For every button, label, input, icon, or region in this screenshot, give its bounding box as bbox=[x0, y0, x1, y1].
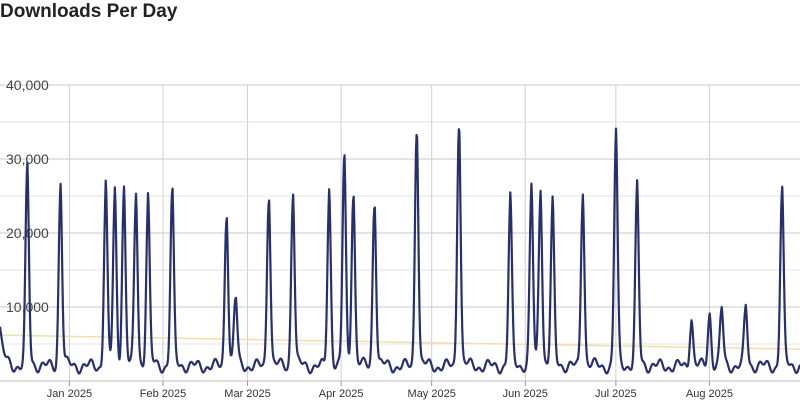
x-tick-label: Jan 2025 bbox=[47, 388, 92, 400]
x-tick-label: Apr 2025 bbox=[319, 388, 364, 400]
x-tick-label: Mar 2025 bbox=[224, 388, 270, 400]
x-tick-label: May 2025 bbox=[408, 388, 456, 400]
x-tick-label: Feb 2025 bbox=[140, 388, 186, 400]
x-tick-label: Jun 2025 bbox=[503, 388, 548, 400]
y-tick-label: 30,000 bbox=[6, 151, 49, 167]
y-tick-label: 10,000 bbox=[6, 299, 49, 315]
x-tick-label: Jul 2025 bbox=[595, 388, 637, 400]
y-tick-label: 40,000 bbox=[6, 77, 49, 93]
downloads-series-line bbox=[0, 127, 800, 375]
horizontal-gridlines bbox=[0, 84, 800, 382]
x-tick-label: Aug 2025 bbox=[686, 388, 733, 400]
y-tick-label: 20,000 bbox=[6, 225, 49, 241]
x-tick-labels: Jan 2025 Feb 2025 Mar 2025 Apr 2025 May 2025… bbox=[47, 388, 733, 400]
y-tick-labels: 10,000 20,000 30,000 40,000 bbox=[6, 77, 49, 315]
chart-title: Downloads Per Day bbox=[0, 1, 178, 22]
plot-series bbox=[0, 121, 800, 375]
